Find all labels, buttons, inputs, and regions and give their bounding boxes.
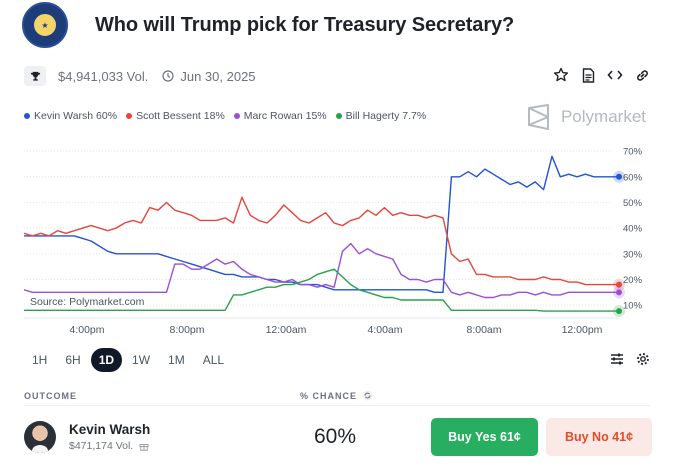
y-tick-label: 10% <box>623 301 643 312</box>
series-line-scott-bessent <box>24 196 619 286</box>
sliders-icon[interactable] <box>610 352 624 371</box>
code-icon[interactable] <box>607 66 623 84</box>
outcome-chance: 60% <box>314 425 357 448</box>
legend-item: Kevin Warsh 60% <box>24 110 117 122</box>
chance-header-group: % CHANCE <box>300 390 373 401</box>
range-all[interactable]: ALL <box>202 353 225 367</box>
document-icon[interactable] <box>580 66 596 84</box>
y-tick-label: 40% <box>623 224 643 235</box>
range-1d[interactable]: 1D <box>90 348 123 372</box>
outcome-volume: $471,174 Vol. <box>69 440 134 452</box>
y-tick-label: 60% <box>623 172 643 183</box>
legend-label: Scott Bessent 18% <box>136 110 225 122</box>
clock-icon <box>162 70 174 82</box>
series-end-point <box>616 289 622 296</box>
buy-no-button[interactable]: Buy No 41¢ <box>546 418 652 456</box>
legend-dot <box>233 113 240 119</box>
outcome-row[interactable]: Kevin Warsh $471,174 Vol. 60% Buy Yes 61… <box>24 408 652 466</box>
price-history-chart[interactable]: 70% 60% 50% 40% 30% 20% 10% <box>24 140 650 320</box>
x-tick-label: 4:00pm <box>69 324 105 336</box>
range-1w[interactable]: 1W <box>132 353 151 367</box>
gift-icon <box>139 441 149 451</box>
legend-dot <box>24 113 30 119</box>
gear-icon[interactable] <box>636 352 650 371</box>
x-tick-label: 4:00am <box>367 324 403 336</box>
link-icon[interactable] <box>634 66 650 84</box>
legend-item: Marc Rowan 15% <box>233 110 327 122</box>
y-tick-label: 30% <box>623 249 643 260</box>
series-line-marc-rowan <box>24 242 619 299</box>
legend-label: Bill Hagerty 7.7% <box>345 110 427 122</box>
y-tick-label: 50% <box>623 198 643 209</box>
legend-item: Scott Bessent 18% <box>126 110 225 122</box>
polymarket-wordmark: Polymarket <box>560 107 646 126</box>
treasury-seal-logo: ★ <box>22 2 68 48</box>
outcome-info: Kevin Warsh $471,174 Vol. <box>69 422 150 452</box>
y-tick-label: 20% <box>623 275 643 286</box>
series-end-point <box>616 173 622 180</box>
trophy-icon[interactable] <box>24 66 46 86</box>
chart-legend: Kevin Warsh 60% Scott Bessent 18% Marc Row… <box>24 110 435 122</box>
legend-label: Kevin Warsh 60% <box>34 110 118 122</box>
legend-dot <box>335 113 342 119</box>
range-6h[interactable]: 6H <box>65 353 81 367</box>
market-meta: $4,941,033 Vol. Jun 30, 2025 <box>24 66 256 86</box>
legend-label: Marc Rowan 15% <box>243 110 327 122</box>
time-range-selector: 1H 6H 1D 1W 1M ALL <box>24 348 234 372</box>
polymarket-brand: Polymarket <box>527 104 646 130</box>
x-tick-label: 12:00am <box>265 324 307 336</box>
chance-header: % CHANCE <box>300 390 358 401</box>
y-tick-label: 70% <box>623 147 643 158</box>
x-tick-label: 8:00am <box>466 324 502 336</box>
outcome-table-header: OUTCOME % CHANCE <box>24 386 650 406</box>
chart-tools <box>610 352 650 371</box>
x-tick-label: 12:00pm <box>561 324 603 336</box>
range-1h[interactable]: 1H <box>32 353 48 367</box>
outcome-volume-group: $471,174 Vol. <box>69 440 150 452</box>
avatar <box>24 421 56 453</box>
end-date-text: Jun 30, 2025 <box>180 68 256 84</box>
buy-yes-button[interactable]: Buy Yes 61¢ <box>431 418 538 456</box>
market-actions <box>553 66 650 84</box>
polymarket-logo-icon <box>527 104 549 130</box>
star-icon[interactable] <box>553 66 569 84</box>
series-end-point <box>616 281 622 288</box>
outcome-name: Kevin Warsh <box>69 422 151 437</box>
refresh-icon[interactable] <box>362 390 373 401</box>
market-title: Who will Trump pick for Treasury Secreta… <box>95 14 515 36</box>
x-tick-label: 8:00pm <box>169 324 205 336</box>
volume-text: $4,941,033 Vol. <box>58 68 149 84</box>
series-line-bill-hagerty <box>24 268 619 312</box>
series-end-point <box>616 308 622 315</box>
outcome-header: OUTCOME <box>24 390 77 401</box>
legend-item: Bill Hagerty 7.7% <box>335 110 427 122</box>
chart-source: Source: Polymarket.com <box>28 296 147 308</box>
range-1m[interactable]: 1M <box>168 353 185 367</box>
legend-dot <box>126 113 133 119</box>
